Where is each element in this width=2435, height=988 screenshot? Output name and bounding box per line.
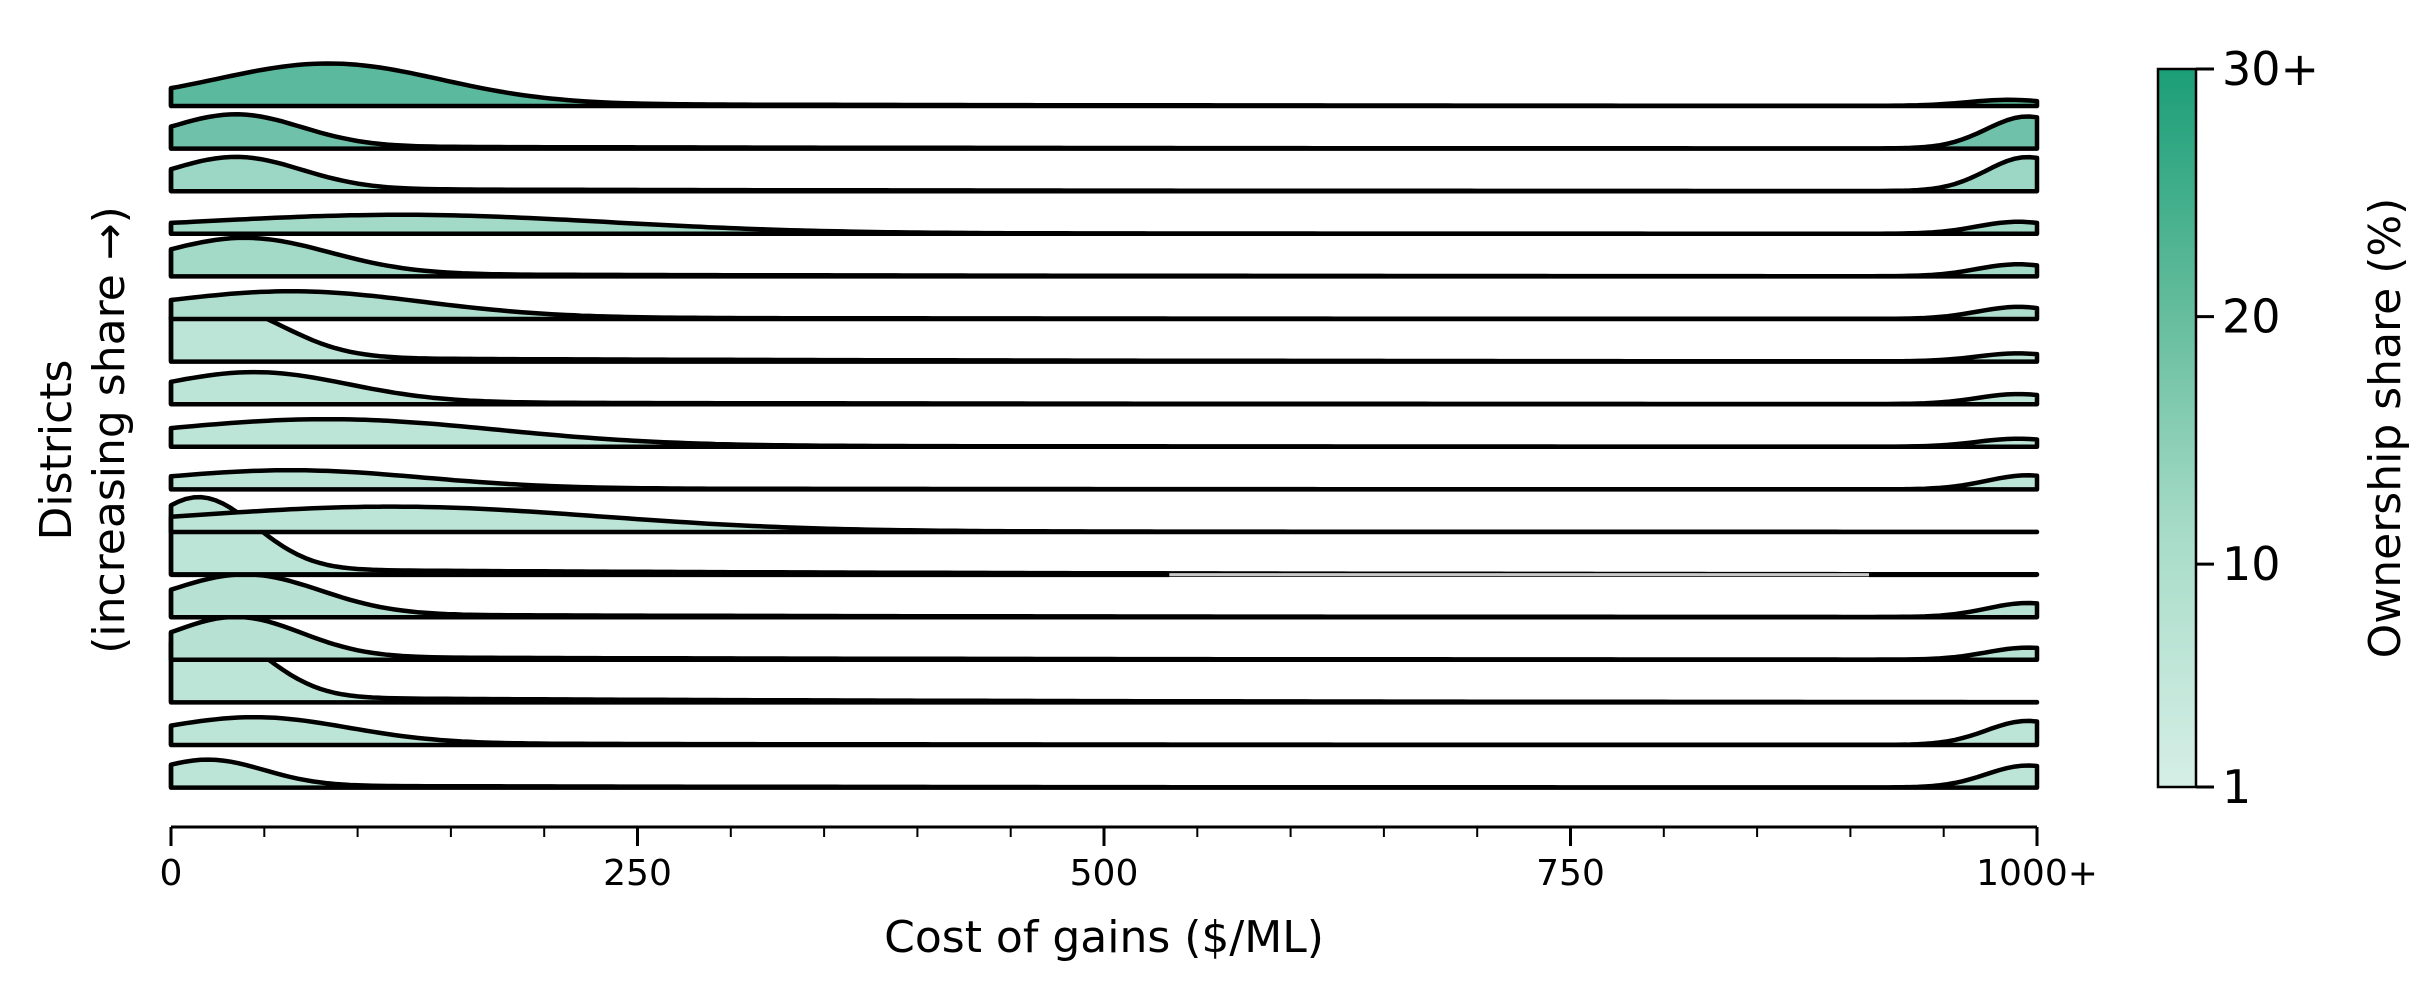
colorbar: 1 10 20 30+ Ownership share (%) (2156, 42, 2411, 814)
ridge-13 (168, 572, 2040, 620)
ridge-4 (168, 212, 2040, 237)
ridge-3 (168, 154, 2040, 194)
x-tick-label-4: 1000+ (1976, 853, 2098, 894)
x-tick-label-1: 250 (603, 853, 672, 894)
colorbar-ticks: 1 10 20 30+ (2196, 42, 2319, 814)
x-tick-label-3: 750 (1536, 853, 1605, 894)
ridge-8 (168, 369, 2040, 407)
y-axis-title-line1: Districts (31, 360, 82, 541)
cbar-tick-label-0: 1 (2222, 760, 2251, 814)
ridge-6 (168, 289, 2040, 322)
ridge-9 (168, 416, 2040, 450)
ridge-11 (168, 504, 2040, 535)
colorbar-gradient (2156, 67, 2198, 789)
ridge-5 (168, 235, 2040, 279)
ridge-2 (168, 112, 2040, 151)
y-axis-title-line2: (increasing share →) (84, 206, 135, 654)
x-tick-label-0: 0 (160, 853, 183, 894)
cbar-tick-label-1: 10 (2222, 537, 2281, 591)
y-axis-title: Districts (increasing share →) (31, 206, 135, 654)
ridge-16 (168, 714, 2040, 748)
ridge-15 (168, 627, 2040, 705)
cbar-tick-label-2: 20 (2222, 290, 2281, 344)
x-axis: 0 250 500 750 1000+ Cost of gains ($/ML) (160, 825, 2098, 963)
ridge-7 (168, 303, 2040, 364)
ridge-10 (168, 467, 2040, 492)
ridge-14 (168, 614, 2040, 663)
ridge-group (168, 61, 2040, 790)
ridge-17 (168, 757, 2040, 790)
ridge-1 (168, 61, 2040, 109)
cbar-tick-label-3: 30+ (2222, 42, 2319, 96)
x-ticks: 0 250 500 750 1000+ (160, 827, 2098, 894)
x-tick-label-2: 500 (1070, 853, 1139, 894)
x-axis-title: Cost of gains ($/ML) (884, 912, 1324, 963)
colorbar-title: Ownership share (%) (2360, 198, 2411, 659)
